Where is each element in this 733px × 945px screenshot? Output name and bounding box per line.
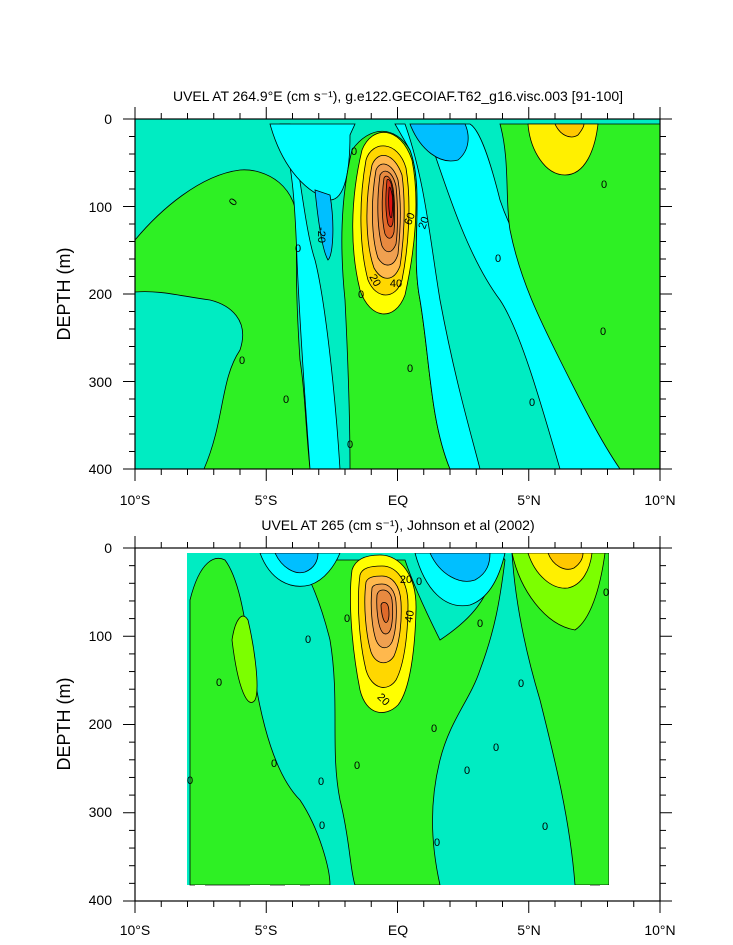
contour-label: 0 — [477, 618, 483, 630]
contour-label: 0 — [495, 253, 501, 265]
y-axis-tick-label: 200 — [89, 286, 113, 302]
axes: 0 100 200 300 400 10°S 5°S EQ 5°N 10°N D… — [54, 536, 676, 938]
contour-fill-green-east — [499, 123, 661, 470]
contour-label: 0 — [344, 613, 350, 625]
y-axis-ticks — [123, 547, 672, 902]
contour-labels: 0 20 0 40 0 0 0 0 20 0 0 0 0 0 0 0 0 0 0… — [187, 574, 609, 849]
mask-bottom — [187, 885, 609, 901]
y-axis-tick-label: 200 — [89, 716, 113, 732]
contour-fill-green-south — [134, 169, 311, 470]
x-axis-ticks — [134, 107, 661, 481]
contour-label: 0 — [295, 243, 301, 255]
chart-title: UVEL AT 264.9°E (cm s⁻¹), g.e122.GECOIAF… — [173, 88, 623, 104]
contour-fill-core-8 — [388, 186, 394, 219]
x-axis-tick-label: EQ — [388, 922, 408, 938]
x-axis-tick-label: 5°S — [255, 922, 278, 938]
contour-label: -20 — [315, 227, 327, 243]
contour-label: 0 — [431, 723, 437, 735]
contour-label: 0 — [493, 742, 499, 754]
contour-label: 0 — [319, 820, 325, 832]
contour-label: 0 — [416, 576, 422, 588]
contour-label: 40 — [390, 278, 402, 290]
panel-observations: UVEL AT 265 (cm s⁻¹), Johnson et al (200… — [54, 517, 676, 938]
contour-fill-lightgreen-west — [231, 615, 258, 703]
contour-label: 0 — [601, 179, 607, 191]
y-axis-tick-label: 400 — [89, 461, 113, 477]
contour-label: 0 — [358, 289, 364, 301]
contour-label: 0 — [347, 439, 353, 451]
y-axis-label: DEPTH (m) — [54, 248, 74, 341]
contour-label: 20 — [416, 215, 431, 231]
y-axis-tick-label: 100 — [89, 628, 113, 644]
x-axis-ticks — [134, 536, 661, 913]
x-axis-tick-label: 5°N — [517, 492, 541, 508]
contour-label: 0 — [271, 758, 277, 770]
y-axis-tick-label: 0 — [104, 540, 112, 556]
x-axis-tick-label: 10°S — [120, 922, 151, 938]
contour-label: 0 — [227, 196, 240, 208]
axes: 0 100 200 300 400 10°S 5°S EQ 5°N 10°N D… — [54, 107, 676, 508]
contour-label: 60 — [402, 211, 417, 227]
mask-top — [135, 548, 660, 553]
contour-label: 20 — [400, 574, 412, 586]
x-axis-tick-label: 5°S — [255, 492, 278, 508]
y-axis-tick-label: 100 — [89, 199, 113, 215]
contour-label: 0 — [283, 394, 289, 406]
contour-fill-core-6 — [380, 602, 390, 623]
y-axis-tick-label: 0 — [104, 111, 112, 127]
contour-label: 0 — [216, 677, 222, 689]
mask-left — [135, 550, 187, 901]
contour-label: 40 — [403, 609, 417, 623]
contour-label: 20 — [366, 272, 383, 289]
contour-label: 0 — [305, 634, 311, 646]
y-axis-label: DEPTH (m) — [54, 678, 74, 771]
contour-label: 0 — [542, 821, 548, 833]
contour-label: 0 — [407, 363, 413, 375]
panel-model: UVEL AT 264.9°E (cm s⁻¹), g.e122.GECOIAF… — [54, 88, 676, 508]
y-axis-tick-label: 400 — [89, 892, 113, 908]
y-axis-ticks — [123, 118, 672, 470]
contour-fill-blue-west — [314, 189, 334, 261]
contour-fill-blue-west — [274, 552, 319, 574]
mask-right — [609, 550, 660, 901]
x-axis-tick-label: EQ — [388, 492, 408, 508]
contour-label: 0 — [603, 587, 609, 599]
chart-title: UVEL AT 265 (cm s⁻¹), Johnson et al (200… — [261, 517, 534, 533]
contour-labels: 0 0 0 -20 0 0 20 40 60 20 0 0 0 0 0 0 0 … — [227, 146, 607, 451]
contour-label: 0 — [351, 146, 357, 158]
contour-label: 0 — [518, 678, 524, 690]
x-axis-tick-label: 5°N — [517, 922, 541, 938]
contour-fill-green-mid — [299, 552, 506, 886]
contour-label: 0 — [239, 355, 245, 367]
x-axis-tick-label: 10°S — [120, 492, 151, 508]
y-axis-tick-label: 300 — [89, 804, 113, 820]
contour-field — [187, 550, 610, 886]
contour-fill-orange-east — [554, 123, 585, 138]
contour-label: 0 — [187, 775, 193, 787]
contour-fill-blue-east — [429, 552, 491, 582]
contour-label: 0 — [354, 760, 360, 772]
y-axis-tick-label: 300 — [89, 374, 113, 390]
contour-label: 0 — [529, 397, 535, 409]
contour-label: 0 — [600, 326, 606, 338]
contour-label: 0 — [464, 765, 470, 777]
contour-label: 0 — [434, 837, 440, 849]
contour-fill-blue-upper — [409, 123, 469, 162]
contour-label: 0 — [318, 776, 324, 788]
missing-data-mask — [135, 548, 660, 901]
contour-field — [134, 119, 661, 470]
contour-fill-yellow-east — [527, 123, 599, 176]
x-axis-tick-label: 10°N — [644, 922, 675, 938]
x-axis-tick-label: 10°N — [644, 492, 675, 508]
contour-fill-orange-east — [547, 552, 584, 570]
contour-fill-green-east — [511, 552, 610, 886]
